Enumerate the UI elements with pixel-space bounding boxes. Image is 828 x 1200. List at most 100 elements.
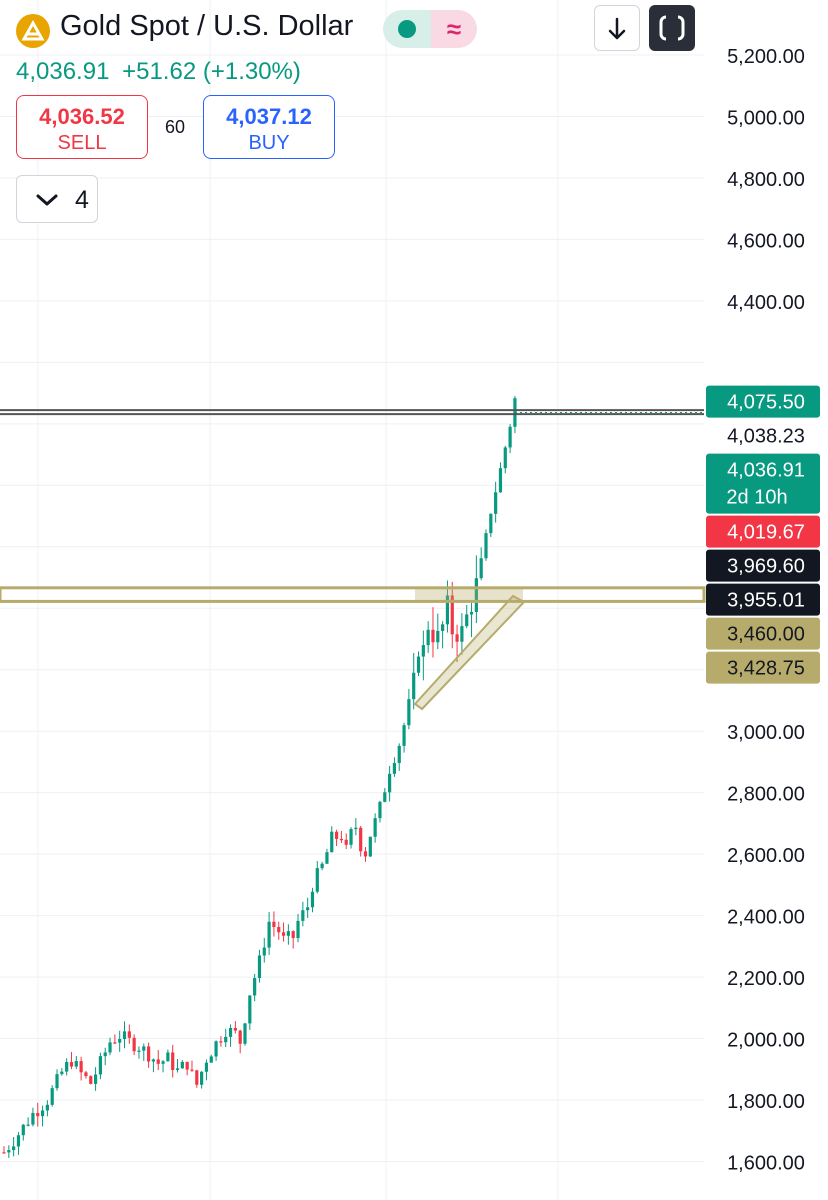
candle (31, 1107, 35, 1127)
candle-body (441, 624, 445, 631)
candle (441, 621, 445, 649)
candle (74, 1056, 78, 1070)
candle-body (122, 1031, 127, 1040)
price-axis-label: 3,969.60 (706, 549, 820, 582)
candle-body (209, 1056, 213, 1063)
candle-body (455, 634, 459, 642)
candle (228, 1024, 233, 1047)
candle (426, 621, 430, 653)
candle (161, 1059, 165, 1073)
candle-body (445, 595, 450, 625)
candle (243, 1022, 247, 1046)
candle-body (378, 801, 382, 819)
download-button[interactable] (594, 5, 640, 51)
candle-body (508, 426, 512, 448)
price-axis-label: 3,955.01 (706, 583, 820, 616)
candle-body (132, 1037, 136, 1052)
price-axis[interactable]: 1,600.00 1,800.00 2,000.00 2,200.00 2,400.00… (706, 46, 820, 1175)
spread-value: 60 (165, 117, 186, 137)
candle (69, 1052, 74, 1070)
support-zone-band (0, 586, 706, 603)
y-tick-label: 4,600.00 (727, 230, 805, 252)
candle-body (147, 1046, 151, 1062)
candle-body (180, 1061, 184, 1069)
candle-body (310, 891, 315, 908)
candle (286, 924, 290, 945)
price-label-text: 4,036.91 (727, 460, 805, 482)
candle (397, 743, 401, 771)
candle-body (60, 1071, 64, 1075)
sell-label: SELL (57, 132, 107, 154)
candle-body (262, 947, 266, 956)
price-label-text: 4,019.67 (727, 522, 805, 544)
candle-body (79, 1061, 83, 1073)
y-tick-label: 1,600.00 (727, 1153, 805, 1175)
candle (479, 547, 483, 581)
candle (416, 651, 421, 677)
candle-body (171, 1052, 175, 1070)
candle-body (344, 839, 348, 845)
candle (238, 1029, 242, 1054)
candle (89, 1075, 93, 1085)
candle-body (291, 931, 295, 939)
candle-body (175, 1068, 180, 1070)
candle-body (330, 831, 334, 853)
candle (122, 1021, 127, 1049)
candle (118, 1030, 122, 1052)
candle (330, 826, 334, 853)
candle-body (238, 1030, 242, 1044)
candle (465, 604, 469, 629)
candle (368, 836, 372, 858)
candle-body (185, 1061, 189, 1070)
chart-drawings[interactable] (0, 409, 706, 711)
candle (79, 1056, 83, 1081)
indicators-collapse-button[interactable]: 4 (16, 175, 98, 223)
candle-body (118, 1039, 122, 1043)
candle (204, 1059, 209, 1081)
candle-body (465, 614, 469, 627)
fullscreen-button[interactable] (649, 5, 695, 51)
price-axis-label: 4,075.50 (706, 385, 820, 418)
candle-body (233, 1027, 237, 1031)
price-axis-label: 4,036.91 2d 10h (706, 453, 820, 514)
candle (277, 921, 281, 940)
buy-label: BUY (248, 132, 290, 154)
candle-body (460, 626, 464, 642)
zone-highlight (415, 587, 523, 602)
candle-body (431, 629, 435, 643)
candle (224, 1028, 228, 1048)
gold-logo-icon (16, 14, 50, 48)
status-pill[interactable]: ≈ (383, 10, 477, 48)
candle (142, 1043, 146, 1061)
sell-button[interactable]: 4,036.52 SELL (16, 95, 148, 159)
candle-body (412, 672, 416, 700)
candle (325, 848, 329, 864)
candle-body (113, 1042, 117, 1044)
price-label-bg (706, 515, 820, 548)
candle-body (349, 829, 353, 845)
candle-body (286, 931, 290, 936)
candle (175, 1059, 180, 1073)
sell-price: 4,036.52 (39, 104, 125, 129)
candle (339, 830, 343, 844)
price-label-text: 3,428.75 (727, 658, 805, 680)
y-tick-label: 5,000.00 (727, 107, 805, 129)
candle-body (474, 578, 478, 613)
candle (65, 1058, 69, 1076)
candle-body (296, 920, 300, 939)
candle-body (50, 1088, 54, 1105)
candle-body (248, 995, 252, 1024)
candle-body (306, 907, 310, 911)
buy-button[interactable]: 4,037.12 BUY (203, 95, 335, 159)
candle-body (40, 1110, 45, 1117)
candle (291, 930, 295, 949)
candle-body (65, 1062, 69, 1072)
candle-body (257, 955, 262, 979)
candle-body (84, 1072, 88, 1077)
candle (137, 1046, 141, 1059)
candle (498, 462, 503, 493)
symbol-title[interactable]: Gold Spot / U.S. Dollar (60, 10, 354, 42)
candle-body (407, 699, 411, 726)
candle (7, 1145, 11, 1158)
